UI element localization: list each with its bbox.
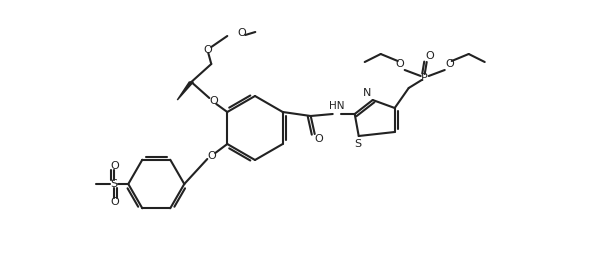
Text: O: O xyxy=(209,96,218,106)
Text: O: O xyxy=(207,151,216,161)
Text: S: S xyxy=(354,139,361,149)
Text: O: O xyxy=(425,51,434,61)
Text: O: O xyxy=(110,197,118,207)
Text: O: O xyxy=(237,28,246,38)
Polygon shape xyxy=(177,82,193,100)
Text: O: O xyxy=(203,45,212,55)
Text: O: O xyxy=(395,59,404,69)
Text: O: O xyxy=(446,59,454,69)
Text: O: O xyxy=(315,134,323,144)
Text: HN: HN xyxy=(329,101,344,111)
Text: N: N xyxy=(362,88,371,98)
Text: P: P xyxy=(422,73,428,83)
Text: O: O xyxy=(110,161,118,171)
Text: S: S xyxy=(111,179,118,189)
